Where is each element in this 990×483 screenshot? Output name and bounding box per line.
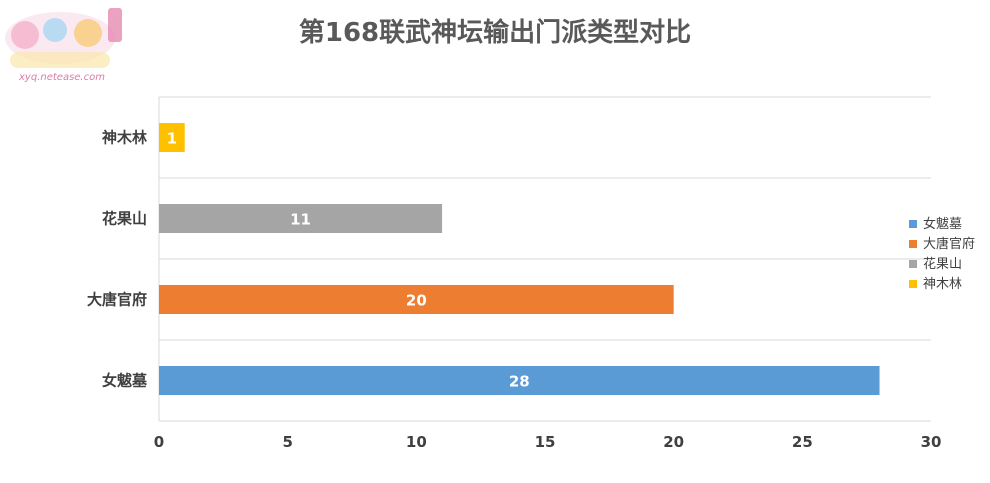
- x-tick-label: 10: [406, 433, 427, 451]
- legend-swatch: [909, 240, 917, 248]
- watermark-text: xyq.netease.com: [18, 72, 105, 83]
- bar: [159, 123, 185, 152]
- chart-title: 第168联武神坛输出门派类型对比: [298, 18, 692, 48]
- legend-swatch: [909, 220, 917, 228]
- data-label: 20: [406, 292, 427, 310]
- bar: [159, 285, 674, 314]
- data-label: 28: [509, 373, 530, 391]
- bar: [159, 366, 880, 395]
- x-tick-label: 0: [154, 433, 164, 451]
- game-logo-watermark: xyq.netease.com: [5, 8, 122, 83]
- x-tick-label: 30: [921, 433, 942, 451]
- data-label: 1: [167, 130, 177, 148]
- x-tick-label: 20: [663, 433, 684, 451]
- bar: [159, 204, 443, 233]
- legend-label: 神木林: [923, 277, 962, 292]
- legend-label: 花果山: [923, 256, 962, 272]
- category-label: 女魃墓: [102, 372, 148, 390]
- legend-label: 女魃墓: [923, 216, 962, 232]
- legend-swatch: [909, 260, 917, 268]
- category-label: 花果山: [102, 210, 147, 228]
- data-label: 11: [290, 211, 311, 229]
- x-tick-label: 15: [535, 433, 556, 451]
- x-tick-label: 25: [792, 433, 813, 451]
- category-label: 神木林: [102, 129, 148, 147]
- category-label: 大唐官府: [87, 291, 147, 309]
- legend-swatch: [909, 280, 917, 288]
- x-tick-label: 5: [282, 433, 292, 451]
- legend-label: 大唐官府: [923, 236, 975, 252]
